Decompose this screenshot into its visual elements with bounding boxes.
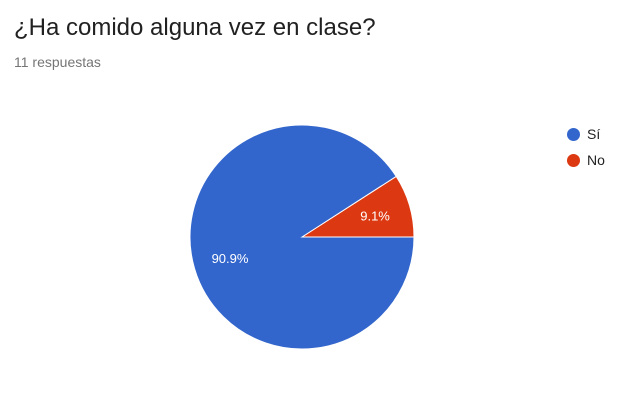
legend-item-si[interactable]: Sí: [567, 121, 605, 147]
legend-label-si: Sí: [587, 126, 601, 142]
slice-label-no: 9.1%: [360, 209, 390, 224]
legend-swatch-no: [567, 153, 580, 167]
slice-label-si: 90.9%: [212, 251, 249, 266]
legend-item-no[interactable]: No: [567, 147, 605, 173]
chart-title: ¿Ha comido alguna vez en clase?: [14, 14, 376, 41]
pie-slice-si[interactable]: [189, 124, 415, 350]
legend-label-no: No: [587, 152, 605, 168]
legend-swatch-si: [567, 127, 580, 141]
legend: Sí No: [567, 121, 605, 173]
response-count: 11 respuestas: [14, 54, 101, 70]
